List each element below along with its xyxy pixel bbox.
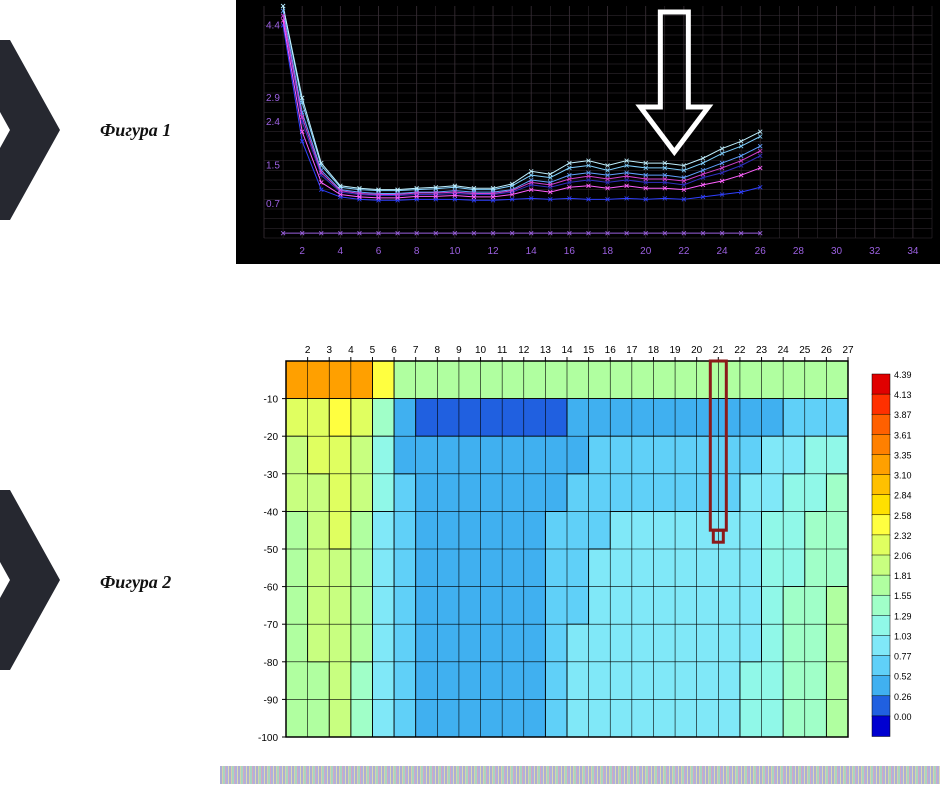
svg-text:4: 4	[348, 345, 354, 356]
svg-text:-60: -60	[264, 583, 279, 594]
svg-text:16: 16	[605, 345, 617, 356]
svg-text:24: 24	[716, 246, 728, 257]
svg-text:3.10: 3.10	[894, 471, 912, 481]
svg-text:17: 17	[626, 345, 638, 356]
svg-text:14: 14	[526, 246, 538, 257]
svg-text:34: 34	[907, 246, 919, 257]
svg-text:2.4: 2.4	[266, 117, 280, 128]
svg-text:-90: -90	[264, 695, 279, 706]
svg-text:3.61: 3.61	[894, 430, 912, 440]
svg-text:-100: -100	[258, 733, 278, 744]
decorative-strip	[220, 766, 940, 784]
svg-text:32: 32	[869, 246, 881, 257]
svg-text:4.39: 4.39	[894, 370, 912, 380]
svg-text:13: 13	[540, 345, 552, 356]
svg-text:10: 10	[475, 345, 487, 356]
svg-text:0.52: 0.52	[894, 672, 912, 682]
svg-text:4.13: 4.13	[894, 390, 912, 400]
svg-text:1.5: 1.5	[266, 161, 280, 172]
contour-chart: 2345678910111213141516171819202122232425…	[236, 335, 856, 745]
svg-text:14: 14	[561, 345, 573, 356]
svg-text:0.77: 0.77	[894, 652, 912, 662]
pointer-shape-1	[0, 40, 70, 220]
line-chart: 0.71.52.42.94.42468101214161820222426283…	[236, 0, 940, 264]
svg-text:1.81: 1.81	[894, 571, 912, 581]
svg-text:9: 9	[456, 345, 462, 356]
svg-text:6: 6	[376, 246, 382, 257]
svg-text:3: 3	[326, 345, 332, 356]
svg-text:1.03: 1.03	[894, 631, 912, 641]
svg-text:25: 25	[799, 345, 811, 356]
svg-text:28: 28	[793, 246, 805, 257]
svg-text:18: 18	[648, 345, 660, 356]
svg-text:18: 18	[602, 246, 614, 257]
svg-text:2.58: 2.58	[894, 511, 912, 521]
svg-text:12: 12	[487, 246, 499, 257]
svg-text:-80: -80	[264, 658, 279, 669]
svg-text:22: 22	[678, 246, 690, 257]
svg-text:0.7: 0.7	[266, 199, 280, 210]
svg-text:21: 21	[713, 345, 725, 356]
svg-text:2: 2	[299, 246, 305, 257]
svg-text:-50: -50	[264, 545, 279, 556]
svg-text:3.87: 3.87	[894, 410, 912, 420]
svg-text:2.9: 2.9	[266, 93, 280, 104]
svg-text:1.29: 1.29	[894, 611, 912, 621]
svg-text:-70: -70	[264, 620, 279, 631]
svg-text:4.4: 4.4	[266, 20, 280, 31]
svg-text:19: 19	[670, 345, 682, 356]
svg-text:24: 24	[778, 345, 790, 356]
pointer-shape-2	[0, 490, 70, 670]
svg-text:2.32: 2.32	[894, 531, 912, 541]
svg-text:20: 20	[691, 345, 703, 356]
svg-text:10: 10	[449, 246, 461, 257]
svg-text:8: 8	[414, 246, 420, 257]
svg-text:2.06: 2.06	[894, 551, 912, 561]
svg-text:7: 7	[413, 345, 419, 356]
svg-text:26: 26	[755, 246, 767, 257]
svg-text:-10: -10	[264, 395, 279, 406]
svg-text:2: 2	[305, 345, 311, 356]
svg-text:12: 12	[518, 345, 530, 356]
svg-text:2.84: 2.84	[894, 491, 912, 501]
figure2-caption: Фигура 2	[100, 572, 171, 593]
svg-text:0.26: 0.26	[894, 692, 912, 702]
svg-text:5: 5	[370, 345, 376, 356]
colorbar: 4.39 4.13 3.87 3.61 3.35 3.10 2.84 2.58 2.32 2.06…	[870, 370, 930, 740]
svg-text:3.35: 3.35	[894, 450, 912, 460]
svg-text:-30: -30	[264, 470, 279, 481]
svg-text:4: 4	[338, 246, 344, 257]
svg-text:23: 23	[756, 345, 768, 356]
svg-text:22: 22	[734, 345, 746, 356]
svg-text:0.00: 0.00	[894, 712, 912, 722]
svg-text:-40: -40	[264, 507, 279, 518]
svg-text:30: 30	[831, 246, 843, 257]
svg-text:6: 6	[391, 345, 397, 356]
svg-text:-20: -20	[264, 432, 279, 443]
svg-text:15: 15	[583, 345, 595, 356]
figure1-caption: Фигура 1	[100, 120, 171, 141]
svg-text:27: 27	[842, 345, 854, 356]
svg-text:8: 8	[435, 345, 441, 356]
svg-text:26: 26	[821, 345, 833, 356]
svg-text:16: 16	[564, 246, 576, 257]
svg-text:11: 11	[497, 345, 508, 356]
svg-text:1.55: 1.55	[894, 591, 912, 601]
svg-text:20: 20	[640, 246, 652, 257]
